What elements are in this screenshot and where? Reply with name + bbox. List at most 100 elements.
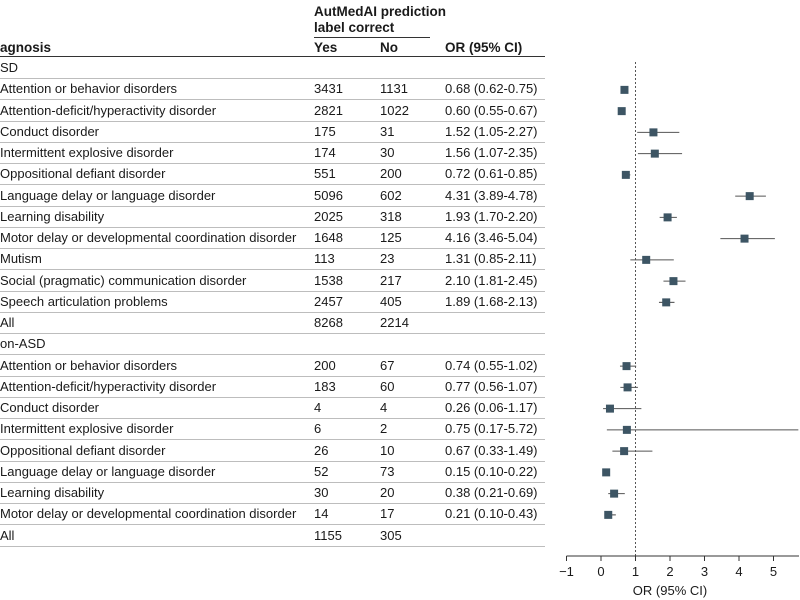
no-count: 23 <box>380 251 395 267</box>
yes-count: 1538 <box>314 272 343 288</box>
no-count: 67 <box>380 357 395 373</box>
table-row: Language delay or language disorder 52 73 0… <box>0 461 545 483</box>
no-count: 2214 <box>380 315 409 330</box>
no-count: 73 <box>380 463 395 479</box>
diagnosis-label: Learning disability <box>0 485 105 500</box>
diagnosis-label: Intermittent explosive disorder <box>0 421 174 437</box>
odds-ratio-marker <box>669 277 678 286</box>
table-row: Motor delay or developmental coordinatio… <box>0 227 545 249</box>
x-tick-label: 1 <box>632 564 639 579</box>
diagnosis-label: Attention-deficit/hyperactivity disorder <box>0 378 217 394</box>
table-row: Attention-deficit/hyperactivity disorder… <box>0 100 545 122</box>
diagnosis-label: Attention or behavior disorders <box>0 357 178 373</box>
odds-ratio-marker <box>602 468 611 477</box>
table-row: Social (pragmatic) communication disorde… <box>0 270 545 292</box>
no-count: 4 <box>380 400 388 415</box>
diagnosis-label: Oppositional defiant disorder <box>0 442 166 458</box>
odds-ratio-text: 1.89 (1.68-2.13) <box>445 293 538 309</box>
group-header-rule <box>314 37 430 38</box>
odds-ratio-marker <box>745 192 754 201</box>
diagnosis-label: Mutism <box>0 251 42 267</box>
table-row: Conduct disorder 4 4 0.26 (0.06-1.17) <box>0 397 545 419</box>
no-count: 1022 <box>380 102 409 118</box>
no-column-header: No <box>380 40 398 55</box>
no-count: 30 <box>380 145 395 160</box>
x-tick-label: 0 <box>597 564 604 579</box>
odds-ratio-marker <box>604 510 613 519</box>
odds-ratio-text: 4.31 (3.89-4.78) <box>445 187 538 203</box>
header-bottom-rule <box>0 56 545 57</box>
odds-ratio-marker <box>605 404 614 413</box>
yes-count: 6 <box>314 421 322 437</box>
odds-ratio-marker <box>610 489 619 498</box>
table-row: Speech articulation problems 2457 405 1.89 … <box>0 291 545 313</box>
odds-ratio-marker <box>650 149 659 158</box>
x-tick-label: 3 <box>701 564 708 579</box>
yes-count: 14 <box>314 506 329 522</box>
diagnosis-label: Speech articulation problems <box>0 293 168 309</box>
odds-ratio-text: 1.52 (1.05-2.27) <box>445 123 538 139</box>
diagnosis-column-header: agnosis <box>0 40 52 55</box>
yes-count: 183 <box>314 378 336 394</box>
yes-column-header: Yes <box>314 40 338 55</box>
diagnosis-label: Oppositional defiant disorder <box>0 166 166 182</box>
diagnosis-label: All <box>0 527 15 543</box>
yes-count: 2457 <box>314 293 343 309</box>
group-label: on-ASD <box>0 336 46 352</box>
table-row: Attention-deficit/hyperactivity disorder… <box>0 376 545 398</box>
or-column-header: OR (95% CI) <box>445 40 523 55</box>
table-row: All 1155 305 <box>0 525 545 547</box>
yes-count: 1155 <box>314 527 342 543</box>
diagnosis-label: Intermittent explosive disorder <box>0 145 174 160</box>
no-count: 1131 <box>380 81 408 97</box>
table-row: Intermittent explosive disorder 174 30 1.56… <box>0 142 545 164</box>
odds-ratio-text: 2.10 (1.81-2.45) <box>445 272 538 288</box>
table-row: Conduct disorder 175 31 1.52 (1.05-2.27) <box>0 121 545 143</box>
no-count: 10 <box>380 442 395 458</box>
no-count: 17 <box>380 506 395 522</box>
table-row: Attention or behavior disorders 200 67 0.74… <box>0 355 545 377</box>
yes-count: 1648 <box>314 230 343 245</box>
diagnosis-label: All <box>0 315 15 330</box>
odds-ratio-text: 0.60 (0.55-0.67) <box>445 102 538 118</box>
table-row: Oppositional defiant disorder 551 200 0.72 … <box>0 163 545 186</box>
yes-count: 2025 <box>314 208 343 224</box>
yes-count: 200 <box>314 357 336 373</box>
odds-ratio-text: 0.21 (0.10-0.43) <box>445 506 538 522</box>
odds-ratio-text: 1.31 (0.85-2.11) <box>445 251 537 267</box>
odds-ratio-marker <box>622 425 631 434</box>
odds-ratio-marker <box>622 362 631 371</box>
table-row: Language delay or language disorder 5096 6… <box>0 185 545 207</box>
table-row: Mutism 113 23 1.31 (0.85-2.11) <box>0 248 545 271</box>
yes-count: 175 <box>314 123 336 139</box>
no-count: 20 <box>380 485 395 500</box>
x-tick-label: 2 <box>666 564 673 579</box>
yes-count: 26 <box>314 442 329 458</box>
table-row: Learning disability 2025 318 1.93 (1.70-2.2… <box>0 206 545 228</box>
no-count: 305 <box>380 527 402 543</box>
odds-ratio-text: 0.15 (0.10-0.22) <box>445 463 538 479</box>
odds-ratio-text: 0.38 (0.21-0.69) <box>445 485 538 500</box>
yes-count: 2821 <box>314 102 343 118</box>
diagnosis-label: Conduct disorder <box>0 400 99 415</box>
no-count: 405 <box>380 293 402 309</box>
yes-count: 52 <box>314 463 329 479</box>
odds-ratio-marker <box>642 255 651 264</box>
no-count: 602 <box>380 187 402 203</box>
group-header-row: on-ASD <box>0 333 545 356</box>
odds-ratio-marker <box>623 383 632 392</box>
no-count: 318 <box>380 208 402 224</box>
group-header-row: SD <box>0 57 545 79</box>
yes-count: 551 <box>314 166 336 182</box>
odds-ratio-text: 4.16 (3.46-5.04) <box>445 230 538 245</box>
odds-ratio-text: 0.74 (0.55-1.02) <box>445 357 538 373</box>
yes-count: 4 <box>314 400 322 415</box>
x-tick-label: 5 <box>770 564 777 579</box>
diagnosis-label: Motor delay or developmental coordinatio… <box>0 506 297 522</box>
odds-ratio-marker <box>740 234 749 243</box>
diagnosis-label: Attention or behavior disorders <box>0 81 178 97</box>
table-row: Learning disability 30 20 0.38 (0.21-0.69) <box>0 482 545 504</box>
odds-ratio-marker <box>620 447 629 456</box>
odds-ratio-text: 1.56 (1.07-2.35) <box>445 145 538 160</box>
odds-ratio-text: 0.68 (0.62-0.75) <box>445 81 538 97</box>
